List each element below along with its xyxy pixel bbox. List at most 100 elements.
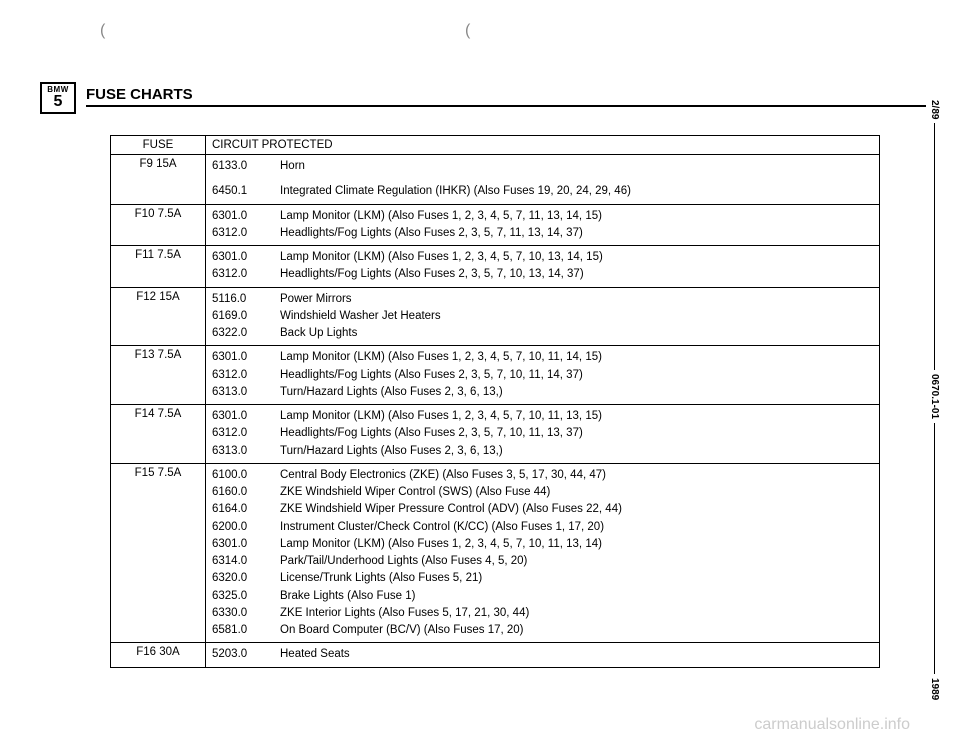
circuit-desc: Lamp Monitor (LKM) (Also Fuses 1, 2, 3, …: [280, 536, 871, 553]
circuit-desc: ZKE Interior Lights (Also Fuses 5, 17, 2…: [280, 605, 871, 622]
circuit-code: 6301.0: [212, 249, 262, 266]
circuit-code: 6133.0: [212, 158, 262, 175]
circuit-desc: Park/Tail/Underhood Lights (Also Fuses 4…: [280, 553, 871, 570]
circuit-cell: 5116.0 Power Mirrors 6169.0 Windshield Wash…: [206, 287, 880, 346]
circuit-code: 6301.0: [212, 349, 262, 366]
circuit-desc: On Board Computer (BC/V) (Also Fuses 17,…: [280, 622, 871, 639]
circuit-code: 6169.0: [212, 308, 262, 325]
paren-left: (: [100, 22, 105, 40]
circuit-row: 6301.0 Lamp Monitor (LKM) (Also Fuses 1, …: [212, 249, 871, 266]
table-row: F11 7.5A 6301.0 Lamp Monitor (LKM) (Also F…: [111, 246, 880, 288]
circuit-row: 6581.0 On Board Computer (BC/V) (Also Fus…: [212, 622, 871, 639]
circuit-row: 6133.0Horn: [212, 158, 871, 175]
circuit-desc: Lamp Monitor (LKM) (Also Fuses 1, 2, 3, …: [280, 408, 871, 425]
header-fuse: FUSE: [111, 136, 206, 155]
circuit-row: 6320.0License/Trunk Lights (Also Fuses 5…: [212, 570, 871, 587]
circuit-desc: Brake Lights (Also Fuse 1): [280, 588, 871, 605]
fuse-cell: F13 7.5A: [111, 346, 206, 405]
watermark: carmanualsonline.info: [754, 716, 910, 734]
circuit-row: 6160.0ZKE Windshield Wiper Control (SWS)…: [212, 484, 871, 501]
circuit-desc: Headlights/Fog Lights (Also Fuses 2, 3, …: [280, 367, 871, 384]
circuit-desc: Turn/Hazard Lights (Also Fuses 2, 3, 6, …: [280, 384, 871, 401]
series-text: 5: [54, 94, 63, 110]
circuit-code: 6313.0: [212, 384, 262, 401]
circuit-row: 6301.0 Lamp Monitor (LKM) (Also Fuses 1, …: [212, 349, 871, 366]
circuit-row: [212, 175, 871, 183]
paren-right: (: [465, 22, 470, 40]
circuit-desc: License/Trunk Lights (Also Fuses 5, 21): [280, 570, 871, 587]
circuit-row: 6301.0Lamp Monitor (LKM) (Also Fuses 1, …: [212, 408, 871, 425]
table-row: F12 15A 5116.0 Power Mirrors 6169.0 Windshie…: [111, 287, 880, 346]
circuit-code: 6313.0: [212, 443, 262, 460]
circuit-row: 6450.1Integrated Climate Regulation (IHK…: [212, 183, 871, 200]
circuit-cell: 6301.0Lamp Monitor (LKM) (Also Fuses 1, …: [206, 405, 880, 464]
rail-bot: 1989: [929, 674, 940, 704]
circuit-code: 6301.0: [212, 208, 262, 225]
circuit-code: 6312.0: [212, 266, 262, 283]
circuit-row: 6312.0Headlights/Fog Lights (Also Fuses …: [212, 425, 871, 442]
table-row: F16 30A 5203.0 Heated Seats: [111, 643, 880, 667]
circuit-desc: ZKE Windshield Wiper Pressure Control (A…: [280, 501, 871, 518]
circuit-code: 5203.0: [212, 646, 262, 663]
circuit-desc: Lamp Monitor (LKM) (Also Fuses 1, 2, 3, …: [280, 349, 871, 366]
circuit-code: 6312.0: [212, 225, 262, 242]
circuit-cell: 5203.0 Heated Seats: [206, 643, 880, 667]
circuit-desc: Instrument Cluster/Check Control (K/CC) …: [280, 519, 871, 536]
circuit-code: 6314.0: [212, 553, 262, 570]
fuse-cell: F12 15A: [111, 287, 206, 346]
fuse-cell: F10 7.5A: [111, 204, 206, 246]
circuit-desc: Lamp Monitor (LKM) (Also Fuses 1, 2, 3, …: [280, 208, 871, 225]
circuit-desc: Headlights/Fog Lights (Also Fuses 2, 3, …: [280, 225, 871, 242]
circuit-cell: 6301.0 Lamp Monitor (LKM) (Also Fuses 1, …: [206, 246, 880, 288]
header-circuit: CIRCUIT PROTECTED: [206, 136, 880, 155]
circuit-row: 6314.0 Park/Tail/Underhood Lights (Also F…: [212, 553, 871, 570]
circuit-code: 6312.0: [212, 425, 262, 442]
table-row: F15 7.5A 6100.0 Central Body Electronics (…: [111, 463, 880, 643]
circuit-desc: Turn/Hazard Lights (Also Fuses 2, 3, 6, …: [280, 443, 871, 460]
circuit-code: 6325.0: [212, 588, 262, 605]
circuit-row: 6169.0 Windshield Washer Jet Heaters: [212, 308, 871, 325]
circuit-code: 6330.0: [212, 605, 262, 622]
circuit-code: 6100.0: [212, 467, 262, 484]
fuse-table: FUSE CIRCUIT PROTECTED F9 15A6133.0Horn6…: [110, 135, 880, 668]
circuit-desc: Lamp Monitor (LKM) (Also Fuses 1, 2, 3, …: [280, 249, 871, 266]
page-title: FUSE CHARTS: [86, 86, 193, 103]
circuit-desc: Integrated Climate Regulation (IHKR) (Al…: [280, 183, 871, 200]
circuit-row: 5116.0 Power Mirrors: [212, 291, 871, 308]
circuit-row: 6200.0 Instrument Cluster/Check Control (…: [212, 519, 871, 536]
circuit-cell: 6100.0 Central Body Electronics (ZKE) (Al…: [206, 463, 880, 643]
circuit-row: 6164.0 ZKE Windshield Wiper Pressure Cont…: [212, 501, 871, 518]
circuit-row: 6322.0 Back Up Lights: [212, 325, 871, 342]
circuit-desc: Back Up Lights: [280, 325, 871, 342]
circuit-desc: Heated Seats: [280, 646, 871, 663]
circuit-row: 6312.0 Headlights/Fog Lights (Also Fuses …: [212, 367, 871, 384]
fuse-cell: F11 7.5A: [111, 246, 206, 288]
circuit-row: 6312.0Headlights/Fog Lights (Also Fuses …: [212, 266, 871, 283]
circuit-row: 6313.0 Turn/Hazard Lights (Also Fuses 2, …: [212, 443, 871, 460]
circuit-row: 6301.0 Lamp Monitor (LKM) (Also Fuses 1, …: [212, 536, 871, 553]
fuse-cell: F9 15A: [111, 155, 206, 205]
table-row: F10 7.5A 6301.0 Lamp Monitor (LKM) (Also F…: [111, 204, 880, 246]
circuit-row: 6301.0 Lamp Monitor (LKM) (Also Fuses 1, …: [212, 208, 871, 225]
circuit-row: 6100.0 Central Body Electronics (ZKE) (Al…: [212, 467, 871, 484]
title-rule: [86, 105, 926, 107]
fuse-cell: F15 7.5A: [111, 463, 206, 643]
circuit-code: 6581.0: [212, 622, 262, 639]
circuit-desc: Power Mirrors: [280, 291, 871, 308]
circuit-code: 6322.0: [212, 325, 262, 342]
circuit-code: 6200.0: [212, 519, 262, 536]
circuit-desc: Windshield Washer Jet Heaters: [280, 308, 871, 325]
circuit-code: 6312.0: [212, 367, 262, 384]
rail-top: 2/89: [929, 96, 940, 123]
circuit-row: 6325.0 Brake Lights (Also Fuse 1): [212, 588, 871, 605]
fuse-cell: F16 30A: [111, 643, 206, 667]
circuit-desc: Central Body Electronics (ZKE) (Also Fus…: [280, 467, 871, 484]
circuit-code: 5116.0: [212, 291, 262, 308]
circuit-code: 6301.0: [212, 536, 262, 553]
circuit-code: 6164.0: [212, 501, 262, 518]
circuit-desc: ZKE Windshield Wiper Control (SWS) (Also…: [280, 484, 871, 501]
table-row: F9 15A 6133.0Horn 6450.1Integrated Climate…: [111, 155, 880, 205]
circuit-cell: 6133.0Horn 6450.1Integrated Climate Regul…: [206, 155, 880, 205]
circuit-cell: 6301.0 Lamp Monitor (LKM) (Also Fuses 1, …: [206, 204, 880, 246]
fuse-cell: F14 7.5A: [111, 405, 206, 464]
